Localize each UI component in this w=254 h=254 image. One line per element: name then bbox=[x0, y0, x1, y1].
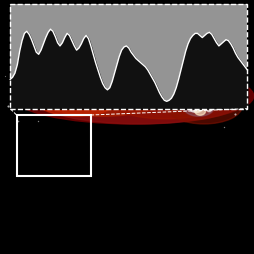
Ellipse shape bbox=[183, 100, 203, 113]
Ellipse shape bbox=[97, 61, 147, 81]
Ellipse shape bbox=[138, 102, 142, 105]
Bar bbox=[10, 5, 246, 109]
Ellipse shape bbox=[108, 84, 222, 119]
Bar bbox=[10, 5, 246, 109]
Ellipse shape bbox=[183, 99, 213, 117]
Ellipse shape bbox=[107, 103, 114, 109]
Ellipse shape bbox=[49, 105, 55, 110]
Ellipse shape bbox=[100, 98, 110, 105]
Ellipse shape bbox=[32, 71, 171, 117]
Ellipse shape bbox=[43, 92, 57, 104]
Ellipse shape bbox=[56, 97, 63, 102]
Ellipse shape bbox=[40, 89, 49, 96]
Ellipse shape bbox=[206, 109, 211, 112]
Ellipse shape bbox=[170, 103, 176, 107]
Ellipse shape bbox=[11, 69, 253, 124]
Ellipse shape bbox=[25, 44, 203, 83]
Ellipse shape bbox=[161, 103, 165, 106]
Ellipse shape bbox=[32, 76, 121, 117]
Ellipse shape bbox=[200, 105, 207, 110]
Ellipse shape bbox=[38, 79, 241, 124]
Ellipse shape bbox=[99, 97, 114, 107]
Ellipse shape bbox=[176, 107, 180, 110]
Ellipse shape bbox=[165, 89, 241, 124]
Ellipse shape bbox=[44, 69, 108, 94]
Ellipse shape bbox=[114, 101, 120, 105]
Ellipse shape bbox=[38, 94, 43, 98]
Bar bbox=[17, 116, 90, 177]
Ellipse shape bbox=[45, 87, 49, 90]
Ellipse shape bbox=[153, 103, 156, 105]
Ellipse shape bbox=[194, 108, 205, 116]
Ellipse shape bbox=[18, 56, 246, 97]
Ellipse shape bbox=[124, 102, 130, 106]
Ellipse shape bbox=[94, 98, 99, 101]
Ellipse shape bbox=[188, 103, 203, 113]
Ellipse shape bbox=[183, 104, 188, 108]
Ellipse shape bbox=[62, 93, 67, 97]
Ellipse shape bbox=[48, 99, 58, 107]
Ellipse shape bbox=[211, 105, 215, 108]
Ellipse shape bbox=[130, 80, 175, 98]
Ellipse shape bbox=[188, 102, 197, 108]
